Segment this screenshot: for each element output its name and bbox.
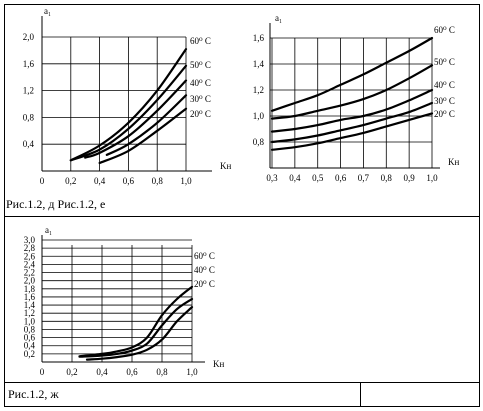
x-tick-label: 0,6	[123, 176, 135, 186]
x-tick-label: 0	[40, 176, 45, 186]
series-label: 40⁰ С	[434, 80, 455, 90]
y-tick-label: 0,8	[253, 137, 265, 147]
series-line	[78, 297, 194, 358]
series-line	[69, 64, 188, 162]
series-label: 40⁰ С	[190, 78, 211, 88]
y-tick-label: 2,0	[24, 276, 36, 286]
x-tick-label: 1,0	[426, 173, 438, 183]
series-line	[78, 285, 194, 358]
series-label: 50⁰ С	[434, 57, 455, 67]
chart-e: 0,3 0,4 0,5 0,6 0,7 0,8 0,9 1,0 0,8 1,0 1,2 1,4 1,6 a…	[253, 13, 460, 183]
series-label: 20⁰ С	[434, 109, 455, 119]
x-tick-label: 0,8	[156, 367, 168, 377]
y-tick-label: 1,0	[253, 111, 265, 121]
x-tick-label: 1,0	[186, 367, 198, 377]
series-label: 50⁰ С	[190, 60, 211, 70]
chart-d: 0 0,2 0,4 0,6 0,8 1,0 0,4 0,8 1,2 1,6 2,0 a₁ Kн 60⁰ С…	[23, 6, 232, 186]
y-tick-label: 0,4	[24, 341, 36, 351]
series-label: 60⁰ С	[434, 25, 455, 35]
y-tick-label: 1,2	[253, 85, 264, 95]
y-tick-label: 2,8	[24, 243, 36, 253]
y-tick-label: 3,0	[24, 235, 36, 245]
x-tick-label: 0,4	[289, 173, 301, 183]
y-tick-label: 1,6	[24, 292, 36, 302]
y-tick-label: 1,8	[24, 284, 36, 294]
series-line	[105, 94, 188, 156]
x-axis-label: Kн	[220, 161, 231, 171]
y-tick-label: 2,2	[24, 268, 35, 278]
y-tick-label: 1,6	[253, 33, 265, 43]
y-tick-label: 0,8	[23, 112, 35, 122]
x-tick-label: 0,4	[94, 176, 106, 186]
y-tick-label: 1,2	[23, 86, 34, 96]
series-label: 20⁰ С	[190, 109, 211, 119]
series-line	[270, 101, 434, 144]
x-tick-label: 0,5	[312, 173, 324, 183]
y-tick-label: 0,2	[24, 349, 35, 359]
y-tick-label: 1,2	[24, 308, 35, 318]
table-frame	[4, 4, 480, 407]
series-line	[270, 112, 434, 151]
x-tick-label: 0,3	[266, 173, 278, 183]
x-tick-label: 0,2	[65, 176, 76, 186]
y-axis-label: a₁	[44, 6, 51, 16]
x-axis-label: Kн	[448, 157, 459, 167]
x-axis-label: Kн	[213, 359, 224, 369]
chart-zh: 0 0,2 0,4 0,6 0,8 1,00,20,40,60,81,01,21,41,6…	[24, 225, 225, 377]
series-line	[270, 88, 434, 133]
caption-bottom: Рис.1.2, ж	[8, 387, 59, 401]
y-tick-label: 1,4	[24, 300, 36, 310]
x-tick-label: 0,4	[96, 367, 108, 377]
x-tick-label: 0,8	[152, 176, 164, 186]
x-tick-label: 0,2	[66, 367, 77, 377]
caption-top: Рис.1.2, д Рис.1.2, е	[6, 197, 106, 211]
y-tick-label: 0,6	[24, 333, 36, 343]
series-label: 60⁰ С	[190, 36, 211, 46]
y-axis-label: a₁	[275, 13, 282, 23]
y-tick-label: 1,6	[23, 59, 35, 69]
y-tick-label: 0,4	[23, 139, 35, 149]
x-tick-label: 0,7	[358, 173, 370, 183]
series-line	[270, 64, 434, 120]
x-tick-label: 0,6	[335, 173, 347, 183]
series-line	[84, 79, 188, 159]
series-line	[270, 36, 434, 112]
y-tick-label: 2,0	[23, 32, 35, 42]
series-label: 30⁰ С	[434, 96, 455, 106]
series-label: 60⁰ С	[194, 251, 215, 261]
series-line	[69, 48, 188, 162]
series-label: 30⁰ С	[190, 94, 211, 104]
x-tick-label: 1,0	[180, 176, 192, 186]
series-line	[85, 306, 194, 361]
y-tick-label: 2,4	[24, 259, 36, 269]
x-tick-label: 0,6	[126, 367, 138, 377]
y-tick-label: 1,4	[253, 59, 265, 69]
y-tick-label: 2,6	[24, 251, 36, 261]
series-label: 40⁰ С	[194, 265, 215, 275]
x-tick-label: 0,8	[381, 173, 393, 183]
series-line	[98, 107, 188, 165]
y-tick-label: 0,8	[24, 324, 36, 334]
x-tick-label: 0,9	[404, 173, 416, 183]
y-tick-label: 1,0	[24, 316, 36, 326]
y-axis-label: a₁	[45, 225, 52, 235]
series-label: 20⁰ С	[194, 279, 215, 289]
x-tick-label: 0	[40, 367, 45, 377]
